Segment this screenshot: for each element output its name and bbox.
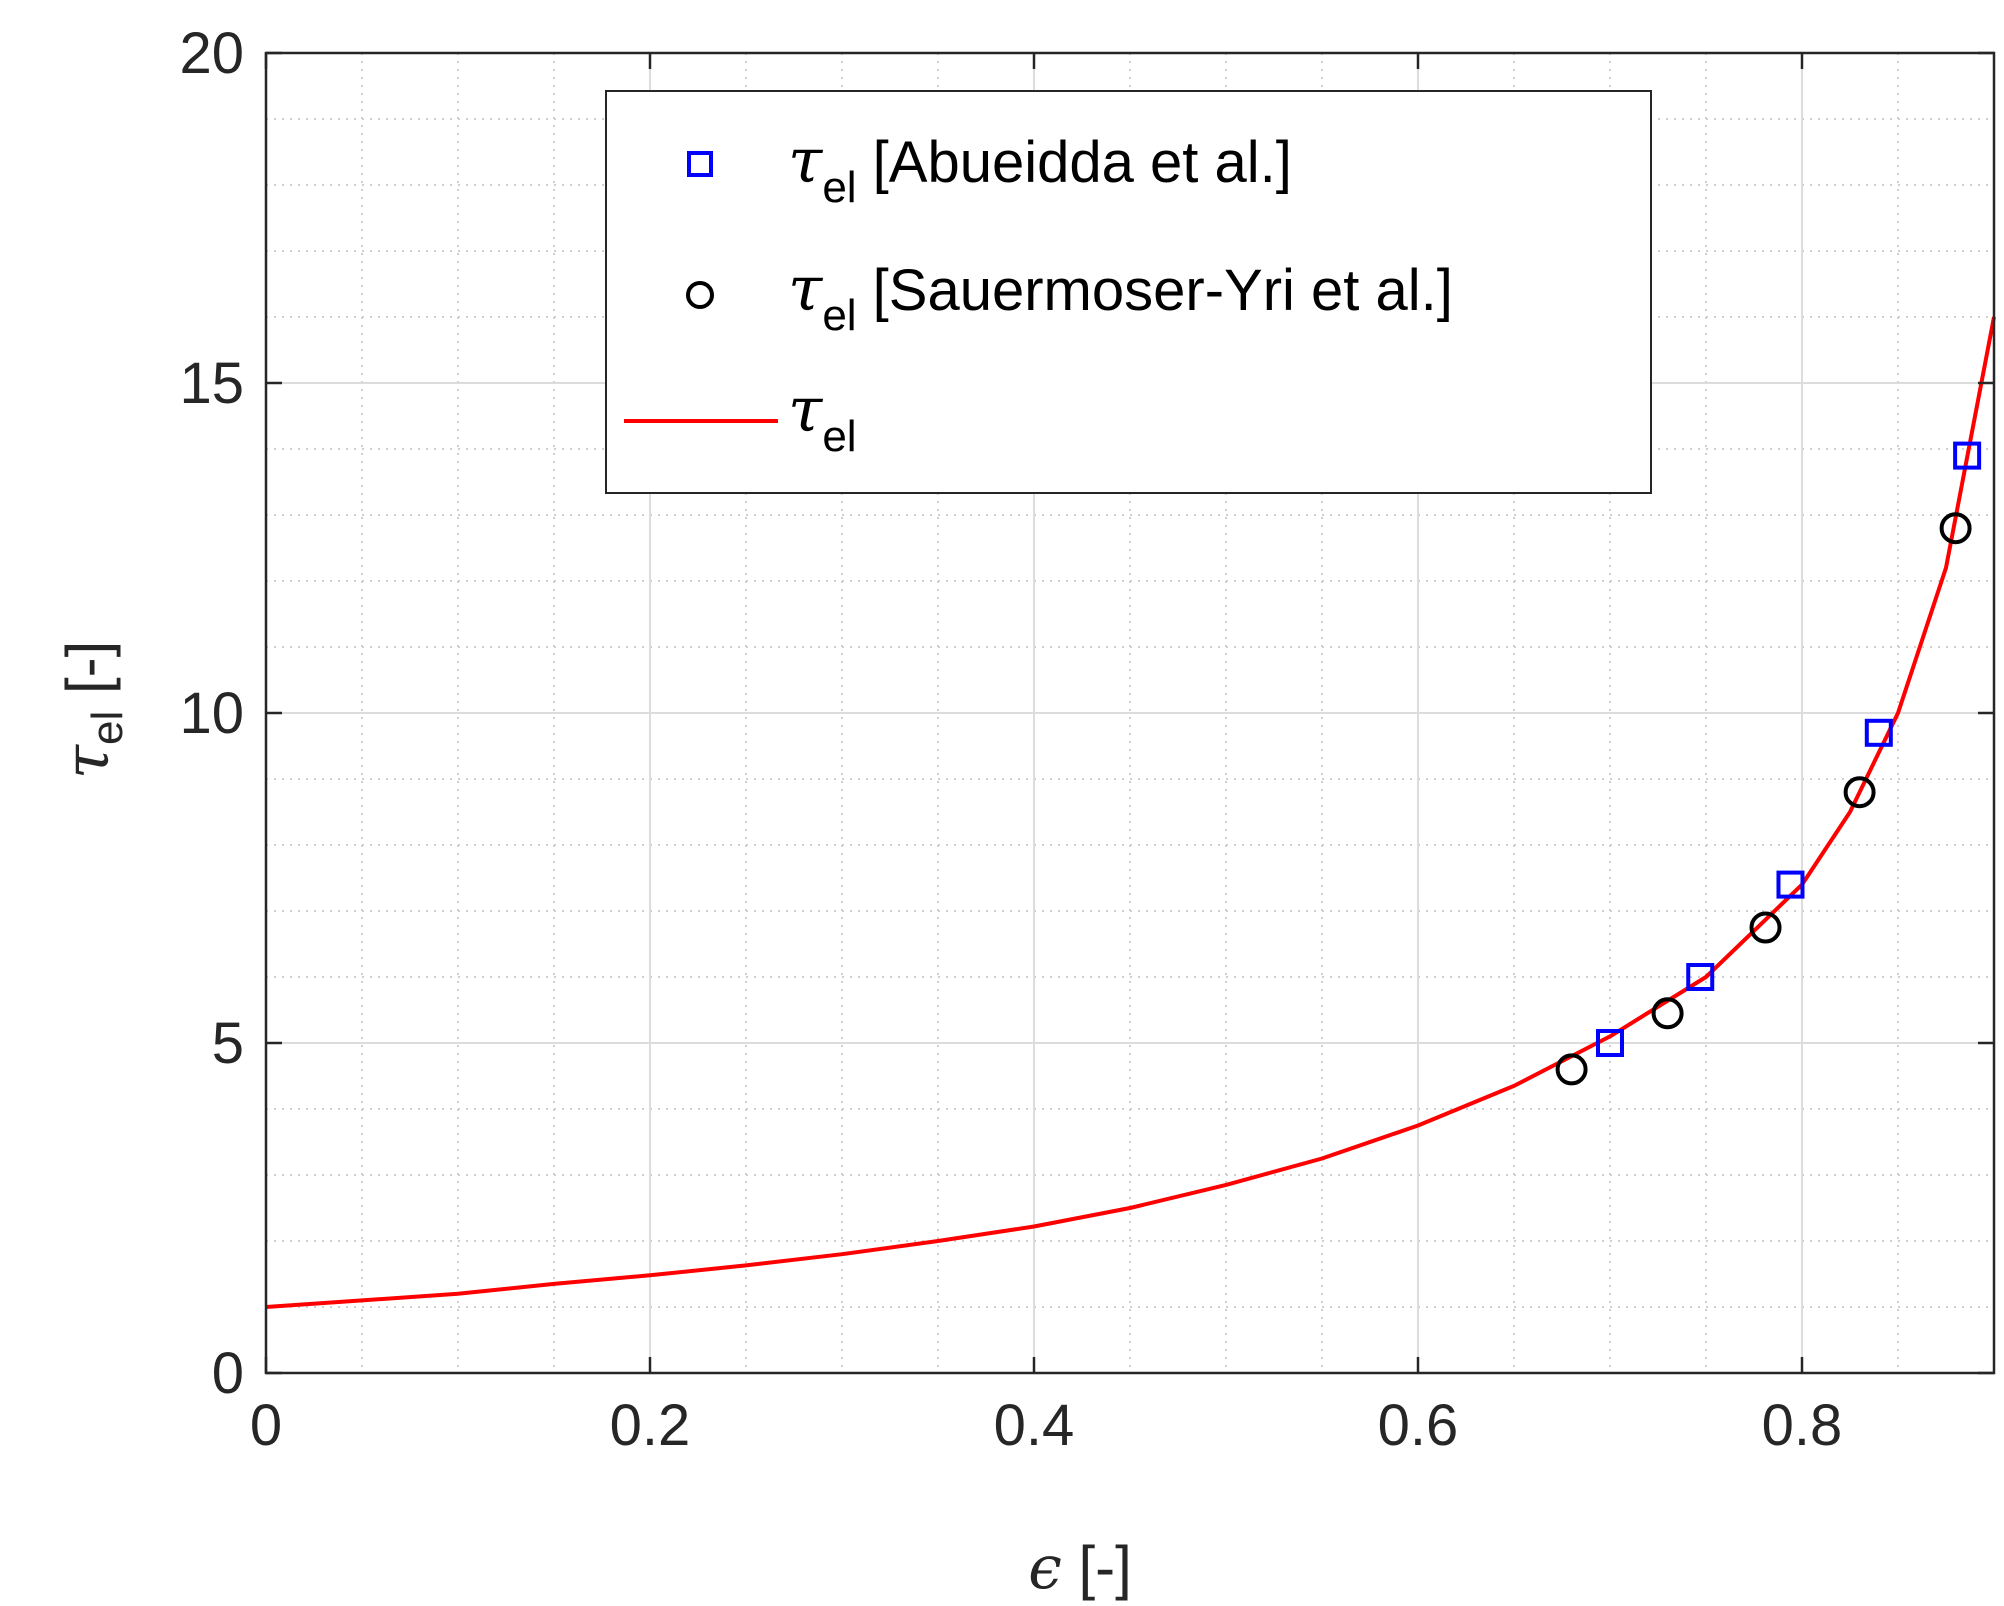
data-point-circle — [1939, 512, 1972, 545]
legend-label: [Abueidda et al.] — [857, 130, 1292, 195]
legend-subscript: el — [822, 291, 856, 340]
legend-symbol: τ — [788, 373, 824, 446]
y-axis-label-symbol: τ — [50, 743, 123, 779]
legend: τel [Abueidda et al.] τel [Sauermoser-Yr… — [605, 90, 1652, 494]
data-point-square — [1776, 870, 1805, 899]
legend-subscript: el — [822, 163, 856, 212]
y-axis-label: τel [-] — [50, 641, 132, 780]
x-axis-label-text: [-] — [1062, 1534, 1132, 1601]
data-point-circle — [1843, 776, 1876, 809]
y-tick-label: 5 — [212, 1011, 244, 1076]
x-tick-label: 0.2 — [610, 1393, 691, 1458]
x-axis-label-symbol: ϵ — [1028, 1533, 1062, 1603]
y-tick-label: 15 — [179, 351, 244, 416]
data-point-square — [1953, 441, 1982, 470]
legend-symbol: τ — [788, 252, 824, 325]
y-tick-label: 20 — [179, 21, 244, 86]
data-point-circle — [1749, 911, 1782, 944]
model-curve — [265, 316, 1996, 1309]
data-point-circle — [1651, 997, 1684, 1030]
x-tick-label: 0.4 — [994, 1393, 1075, 1458]
tick-labels: 0 0.2 0.4 0.6 0.8 0 5 10 15 20 — [179, 21, 1842, 1458]
tick-marks — [264, 51, 1994, 1375]
plot-area — [265, 316, 1996, 1309]
y-axis-label-text: [-] — [54, 641, 121, 711]
legend-marker-sauermoser — [686, 281, 714, 309]
data-point-circle — [1555, 1053, 1588, 1086]
x-tick-label: 0 — [250, 1393, 282, 1458]
legend-entry-sauermoser: τel [Sauermoser-Yri et al.] — [788, 252, 1453, 340]
legend-box — [605, 90, 1652, 494]
x-tick-label: 0.6 — [1378, 1393, 1459, 1458]
data-point-square — [1686, 963, 1715, 991]
x-tick-label: 0.8 — [1762, 1393, 1843, 1458]
y-axis-label-subscript: el — [83, 711, 132, 745]
legend-marker-abueidda — [687, 151, 713, 177]
legend-symbol: τ — [788, 124, 824, 197]
data-point-square — [1864, 718, 1893, 747]
legend-entry-abueidda: τel [Abueidda et al.] — [788, 124, 1292, 212]
legend-entry-model: τel — [788, 373, 857, 461]
x-axis-label: ϵ [-] — [1028, 1533, 1132, 1603]
y-tick-label: 0 — [212, 1341, 244, 1406]
y-tick-label: 10 — [179, 681, 244, 746]
data-point-square — [1596, 1029, 1624, 1057]
legend-label: [Sauermoser-Yri et al.] — [857, 258, 1453, 323]
legend-subscript: el — [822, 412, 856, 461]
